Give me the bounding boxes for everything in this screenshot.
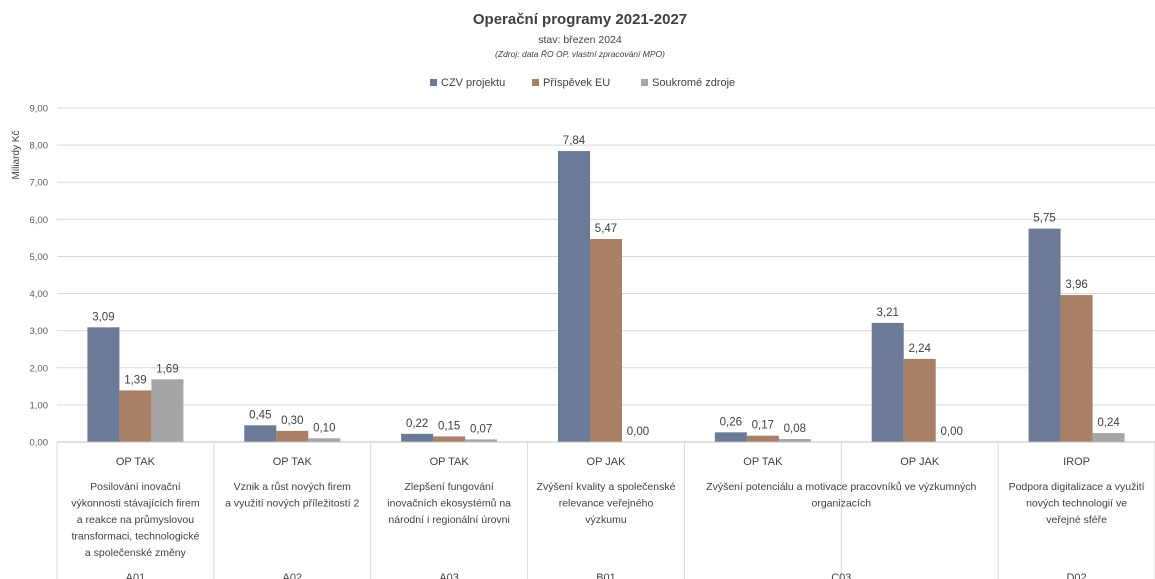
data-label: 0,24 xyxy=(1097,417,1120,429)
category-program-label: OP JAK xyxy=(587,456,627,468)
group-name-label: organizacích xyxy=(812,498,872,510)
legend: CZV projektu Příspěvek EU Soukromé zdroje xyxy=(430,77,735,89)
bar xyxy=(244,425,277,442)
group-code-label: A01 xyxy=(126,572,146,579)
legend-label: CZV projektu xyxy=(441,77,505,89)
category-name-label: národní i regionální úrovni xyxy=(388,514,509,526)
bar xyxy=(433,436,466,442)
group-code-label: D02 xyxy=(1066,572,1086,579)
data-label: 0,10 xyxy=(313,422,335,434)
bar xyxy=(714,432,747,442)
category-name-label: Zlepšení fungování xyxy=(404,481,493,493)
data-label: 0,22 xyxy=(406,418,428,430)
bar xyxy=(778,439,811,442)
y-tick-label: 0,00 xyxy=(30,438,49,449)
bar xyxy=(87,327,120,442)
y-tick-label: 7,00 xyxy=(30,178,49,189)
bar xyxy=(1028,228,1061,442)
legend-swatch xyxy=(532,79,539,86)
bar xyxy=(401,433,434,442)
data-label: 0,26 xyxy=(720,416,742,428)
category-name-label: veřejné sféře xyxy=(1046,514,1107,526)
category-name-label: a společenské změny xyxy=(85,547,187,559)
chart-subtitle: stav: březen 2024 xyxy=(538,34,622,46)
category-name-label: a využití nových příležitostí 2 xyxy=(225,498,359,510)
data-label: 1,39 xyxy=(124,374,146,386)
data-label: 0,15 xyxy=(438,420,460,432)
legend-label: Příspěvek EU xyxy=(543,77,610,89)
y-tick-label: 3,00 xyxy=(30,326,49,337)
category-program-label: OP TAK xyxy=(116,456,156,468)
legend-label: Soukromé zdroje xyxy=(652,77,735,89)
category-program-label: OP TAK xyxy=(743,456,783,468)
data-label: 1,69 xyxy=(156,363,178,375)
data-label: 3,96 xyxy=(1065,279,1087,291)
category-name-label: výzkumu xyxy=(585,514,627,526)
group-code-label: B01 xyxy=(596,572,616,579)
bar xyxy=(119,390,152,442)
bar xyxy=(903,358,936,442)
y-tick-label: 2,00 xyxy=(30,363,49,374)
chart-title: Operační programy 2021-2027 xyxy=(473,11,687,28)
data-label: 0,00 xyxy=(941,426,963,438)
category-name-label: inovačních ekosystémů na xyxy=(387,498,511,510)
category-name-label: Posilování inovační xyxy=(90,481,181,493)
y-tick-label: 8,00 xyxy=(30,141,49,152)
category-name-label: nových technologií ve xyxy=(1026,498,1127,510)
bar xyxy=(1060,295,1093,442)
category-name-label: transformaci, technologické xyxy=(72,531,200,543)
group-name-label: Zvýšení potenciálu a motivace pracovníků… xyxy=(706,481,976,493)
y-tick-label: 4,00 xyxy=(30,289,49,300)
bar xyxy=(590,239,622,442)
data-label: 3,09 xyxy=(92,311,114,323)
bar xyxy=(308,438,341,442)
data-labels: 3,09 1,39 1,69 0,45 0,30 0,10 0,22 0,15 0,07 7,84… xyxy=(92,135,1120,438)
category-program-label: OP TAK xyxy=(430,456,470,468)
chart-source: (Zdroj: data ŘO OP, vlastní zpracování M… xyxy=(495,49,665,59)
group-code-label: A02 xyxy=(282,572,302,579)
bar xyxy=(151,379,184,442)
category-program-label: OP JAK xyxy=(900,456,940,468)
bar xyxy=(746,435,779,442)
data-label: 0,30 xyxy=(281,415,303,427)
data-label: 7,84 xyxy=(563,135,586,147)
y-axis-label: Miliardy Kč xyxy=(11,131,22,180)
data-label: 0,17 xyxy=(752,420,774,432)
y-tick-label: 5,00 xyxy=(30,252,49,263)
bar xyxy=(871,322,904,442)
group-code-label: C03 xyxy=(831,572,851,579)
category-name-label: relevance veřejného xyxy=(559,498,654,510)
y-ticks: 0,00 1,00 2,00 3,00 4,00 5,00 6,00 7,00 8,00 9,00 xyxy=(30,104,49,449)
data-label: 0,07 xyxy=(470,423,492,435)
data-label: 0,08 xyxy=(784,423,806,435)
bar xyxy=(465,439,498,442)
category-name-label: Zvýšení kvality a společenské xyxy=(537,481,676,493)
bar xyxy=(276,430,309,442)
x-axis: OP TAK Posilování inovační výkonnosti stáv… xyxy=(56,441,1155,579)
y-tick-label: 1,00 xyxy=(30,400,49,411)
data-label: 0,00 xyxy=(627,426,649,438)
data-label: 0,45 xyxy=(249,409,271,421)
y-tick-label: 6,00 xyxy=(30,215,49,226)
category-program-label: OP TAK xyxy=(273,456,313,468)
data-label: 2,24 xyxy=(909,343,932,355)
category-name-label: a reakce na průmyslovou xyxy=(77,514,194,526)
data-label: 5,47 xyxy=(595,223,617,235)
bar xyxy=(1092,433,1125,442)
bars xyxy=(87,151,1125,442)
y-tick-label: 9,00 xyxy=(30,104,49,115)
legend-swatch xyxy=(641,79,648,86)
category-name-label: Podpora digitalizace a využití xyxy=(1009,481,1145,493)
data-label: 3,21 xyxy=(877,307,899,319)
category-program-label: IROP xyxy=(1063,456,1090,468)
category-name-label: Vznik a růst nových firem xyxy=(234,481,352,493)
legend-swatch xyxy=(430,79,437,86)
data-label: 5,75 xyxy=(1033,213,1055,225)
category-name-label: výkonnosti stávajících firem xyxy=(71,498,200,510)
bar xyxy=(558,151,590,442)
group-code-label: A03 xyxy=(439,572,459,579)
